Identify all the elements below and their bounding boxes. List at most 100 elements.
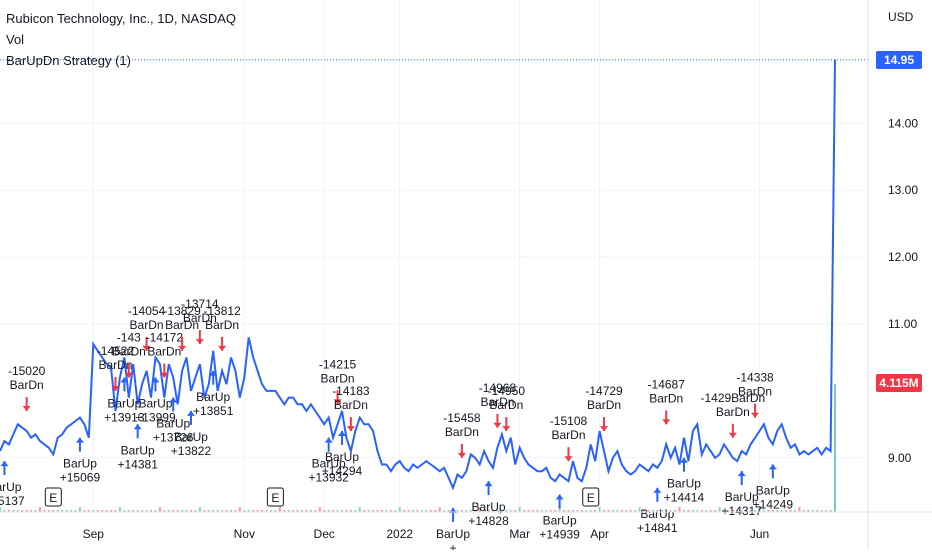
signal-label: BarUp (436, 527, 470, 541)
volume-bar (358, 507, 361, 512)
volume-bar (158, 507, 161, 512)
signal-label: BarUp (121, 443, 155, 457)
volume-bar (758, 507, 761, 512)
barup-signal: BarUp+13999 (135, 377, 176, 424)
y-tick-label: 14.00 (888, 116, 918, 130)
volume-bar (443, 510, 446, 512)
volume-bar (754, 510, 757, 512)
x-tick-label: Jun (750, 527, 769, 541)
long-arrow-head (484, 481, 493, 487)
signal-label: BarDn (334, 398, 368, 412)
strategy-legend[interactable]: BarUpDn Strategy (1) (6, 53, 131, 68)
signal-label: -14522 (97, 344, 135, 358)
event-box (582, 487, 600, 507)
signal-label: +14249 (753, 497, 794, 511)
barup-signal: BarUp+14841 (637, 487, 678, 535)
barup-signal: BarUp+13913 (104, 377, 145, 424)
long-arrow-head (209, 370, 218, 376)
volume-bar (234, 510, 237, 512)
volume-bar (189, 510, 192, 512)
volume-bar (105, 510, 108, 512)
volume-bar (594, 510, 597, 512)
x-tick-label: 2022 (386, 527, 413, 541)
volume-bar (56, 510, 59, 512)
volume-bar (212, 510, 215, 512)
y-tick-label: 11.00 (888, 317, 917, 331)
chart-title[interactable]: Rubicon Technology, Inc., 1D, NASDAQ (6, 11, 237, 26)
signal-label: -14215 (319, 357, 357, 371)
volume-bar (38, 507, 41, 512)
signal-label: -13714 (181, 297, 219, 311)
volume-bar (469, 510, 472, 512)
signal-label: -143 (117, 331, 141, 345)
signal-label: +13851 (193, 404, 234, 418)
volume-bar (394, 510, 397, 512)
last-volume-tag: 4.115M (876, 374, 922, 392)
signal-label: +13913 (104, 410, 145, 424)
volume-bar (474, 510, 477, 512)
volume-bar (762, 510, 765, 512)
volume-bar (709, 510, 712, 512)
volume-legend[interactable]: Vol (6, 32, 25, 47)
volume-bar (700, 510, 703, 512)
x-tick-label: Dec (314, 527, 335, 541)
volume-bar (305, 510, 308, 512)
volume-bar (194, 510, 197, 512)
earnings-event-marker[interactable]: E (44, 487, 62, 507)
volume-bar (118, 507, 121, 512)
earnings-event-marker[interactable]: E (582, 487, 600, 507)
volume-bar (429, 510, 432, 512)
volume-bar (834, 384, 836, 512)
volume-bar (96, 510, 99, 512)
volume-bar (736, 510, 739, 512)
volume-bar (691, 510, 694, 512)
currency-label[interactable]: USD (888, 10, 914, 24)
volume-bar (616, 510, 619, 512)
signal-label: -14950 (488, 384, 526, 398)
signal-label: BarUp (0, 480, 22, 494)
price-line (0, 59, 836, 491)
earnings-event-marker[interactable]: E (266, 487, 284, 507)
volume-bar (518, 507, 521, 512)
signal-label: BarUp (725, 490, 759, 504)
short-arrow-head (564, 456, 573, 462)
barup-signal: BarUp+14294 (322, 430, 363, 478)
volume-bar (438, 507, 441, 512)
volume-bar (403, 510, 406, 512)
volume-bar (776, 510, 779, 512)
volume-bar (52, 510, 55, 512)
signal-label: BarUp (63, 457, 97, 471)
volume-bar (198, 507, 201, 512)
signal-label: BarDn (321, 371, 355, 385)
short-arrow-head (502, 426, 511, 432)
volume-bar (789, 510, 792, 512)
volume-bar (714, 510, 717, 512)
volume-bar (643, 510, 646, 512)
volume-bar (722, 510, 725, 512)
volume-bar (771, 510, 774, 512)
volume-bar (327, 510, 330, 512)
signal-label: -13812 (203, 304, 241, 318)
price-line-group (0, 59, 836, 491)
y-tick-label: 9.00 (888, 451, 912, 465)
volume-bar (123, 510, 126, 512)
volume-bar (465, 510, 468, 512)
volume-bar (154, 510, 157, 512)
volume-bar (425, 510, 428, 512)
short-arrow-head (178, 345, 187, 351)
short-arrow-head (728, 432, 737, 438)
event-box (266, 487, 284, 507)
signal-label: BarUp (543, 514, 577, 528)
signal-label: BarDn (738, 385, 772, 399)
short-arrow-head (124, 372, 133, 378)
volume-bar (145, 510, 148, 512)
volume-bar (70, 510, 73, 512)
